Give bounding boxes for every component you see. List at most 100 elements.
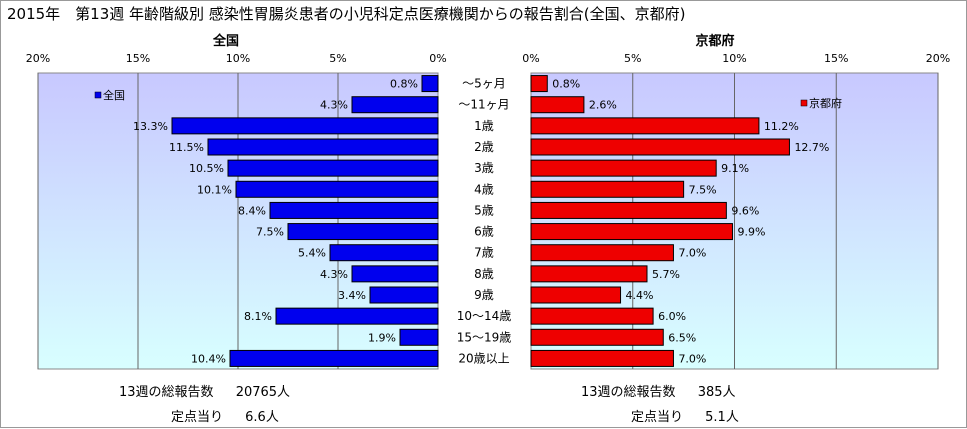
- national-bar-label: 3.4%: [338, 289, 366, 302]
- national-bar: [351, 96, 439, 114]
- kyoto-bar-label: 12.7%: [794, 141, 829, 154]
- kyoto-bar-label: 5.7%: [652, 268, 680, 281]
- kyoto-bar: [530, 223, 733, 241]
- kyoto-bar-label: 9.9%: [737, 226, 765, 239]
- category-label: 6歳: [474, 225, 494, 239]
- national-bar: [287, 223, 439, 241]
- national-heading: 全国: [212, 33, 239, 49]
- national-bar-label: 10.5%: [189, 162, 224, 175]
- national-bar-label: 4.3%: [320, 99, 348, 112]
- kyoto-bar-label: 7.0%: [678, 352, 706, 365]
- kyoto-bar: [530, 265, 648, 283]
- category-label: 9歳: [474, 288, 494, 302]
- national-bar: [269, 201, 439, 219]
- category-label: 20歳以上: [458, 351, 509, 365]
- national-bar: [229, 349, 439, 367]
- category-label: ～11ヶ月: [458, 98, 509, 112]
- national-x-tick-label: 15%: [126, 52, 150, 65]
- kyoto-bar: [530, 328, 664, 346]
- national-legend-swatch: [94, 91, 102, 99]
- kyoto-x-tick-label: 5%: [624, 52, 641, 65]
- category-label: 4歳: [474, 182, 494, 196]
- national-bar-label: 4.3%: [320, 268, 348, 281]
- category-label: 3歳: [474, 161, 494, 175]
- national-bar-label: 5.4%: [298, 247, 326, 260]
- national-x-tick-label: 5%: [329, 52, 346, 65]
- kyoto-bar-label: 7.5%: [689, 183, 717, 196]
- kyoto-bar: [530, 180, 685, 198]
- national-bar-label: 8.1%: [244, 310, 272, 323]
- national-bar-label: 8.4%: [238, 204, 266, 217]
- national-per-site-stat: 定点当り 6.6人: [171, 406, 279, 425]
- kyoto-bar-label: 6.0%: [658, 310, 686, 323]
- kyoto-per-site-value: 5.1人: [705, 410, 739, 425]
- kyoto-x-tick-label: 0%: [522, 52, 539, 65]
- category-label: ～5ヶ月: [462, 77, 506, 91]
- national-bar: [369, 286, 439, 304]
- kyoto-x-tick-label: 10%: [722, 52, 746, 65]
- kyoto-bar: [530, 201, 727, 219]
- kyoto-bar: [530, 75, 548, 93]
- kyoto-legend-swatch: [800, 99, 808, 107]
- national-bar: [275, 307, 439, 325]
- kyoto-bar: [530, 117, 760, 135]
- kyoto-bar-label: 11.2%: [764, 120, 799, 133]
- national-x-tick-label: 10%: [226, 52, 250, 65]
- kyoto-bar-label: 2.6%: [589, 99, 617, 112]
- category-label: 2歳: [474, 140, 494, 154]
- kyoto-bar-label: 4.4%: [626, 289, 654, 302]
- national-legend-label: 全国: [103, 88, 125, 102]
- national-bar: [399, 328, 439, 346]
- national-total-value: 20765人: [235, 385, 291, 400]
- kyoto-bar-label: 7.0%: [678, 247, 706, 260]
- kyoto-bar-label: 9.6%: [731, 204, 759, 217]
- national-total-stat: 13週の総報告数 20765人: [119, 381, 290, 400]
- national-bar-label: 0.8%: [390, 78, 418, 91]
- category-label: 15～19歳: [457, 330, 512, 344]
- national-bar: [329, 244, 439, 262]
- kyoto-bar: [530, 244, 674, 262]
- kyoto-x-tick-label: 15%: [824, 52, 848, 65]
- national-bar: [421, 75, 439, 93]
- kyoto-bar: [530, 138, 790, 156]
- national-x-tick-label: 0%: [429, 52, 446, 65]
- kyoto-bar-label: 6.5%: [668, 331, 696, 344]
- category-label: 1歳: [474, 119, 494, 133]
- kyoto-total-value: 385人: [697, 385, 736, 400]
- chart-title: 2015年 第13週 年齢階級別 感染性胃腸炎患者の小児科定点医療機関からの報告…: [7, 5, 686, 23]
- kyoto-legend-label: 京都府: [809, 96, 842, 110]
- category-label: 5歳: [474, 203, 494, 217]
- national-panel: 0%5%10%15%20%全国全国0.8%4.3%13.3%11.5%10.5%…: [26, 33, 447, 370]
- kyoto-per-site-stat: 定点当り 5.1人: [631, 406, 739, 425]
- category-labels: ～5ヶ月 ～11ヶ月 1歳 2歳 3歳 4歳 5歳 6歳 7歳 8歳 9歳 10～14歳 15～19歳 2…: [457, 77, 512, 366]
- kyoto-total-stat: 13週の総報告数 385人: [581, 381, 736, 400]
- national-bar: [235, 180, 439, 198]
- kyoto-per-site-label: 定点当り: [631, 410, 684, 425]
- kyoto-bar: [530, 96, 585, 114]
- category-label: 8歳: [474, 267, 494, 281]
- kyoto-panel: 0% 5% 10% 15% 20%京都府京都府0.8%2.6%11.2%12.7%9.1…: [522, 33, 950, 370]
- national-per-site-value: 6.6人: [245, 410, 279, 425]
- national-bar: [207, 138, 439, 156]
- national-bar-label: 10.4%: [191, 352, 226, 365]
- kyoto-total-label: 13週の総報告数: [581, 385, 676, 400]
- kyoto-bar: [530, 349, 674, 367]
- kyoto-bar-label: 9.1%: [721, 162, 749, 175]
- kyoto-heading: 京都府: [695, 33, 734, 49]
- national-bar-label: 13.3%: [133, 120, 168, 133]
- kyoto-bar-label: 0.8%: [552, 78, 580, 91]
- category-label: 10～14歳: [457, 309, 512, 323]
- national-x-tick-label: 20%: [26, 52, 50, 65]
- kyoto-bar: [530, 286, 622, 304]
- national-bar: [171, 117, 439, 135]
- national-bar: [227, 159, 439, 177]
- kyoto-bar: [530, 307, 654, 325]
- national-bar-label: 11.5%: [169, 141, 204, 154]
- kyoto-bar: [530, 159, 717, 177]
- national-bar: [351, 265, 439, 283]
- national-bar-label: 7.5%: [256, 226, 284, 239]
- national-per-site-label: 定点当り: [171, 410, 224, 425]
- national-bar-label: 10.1%: [197, 183, 232, 196]
